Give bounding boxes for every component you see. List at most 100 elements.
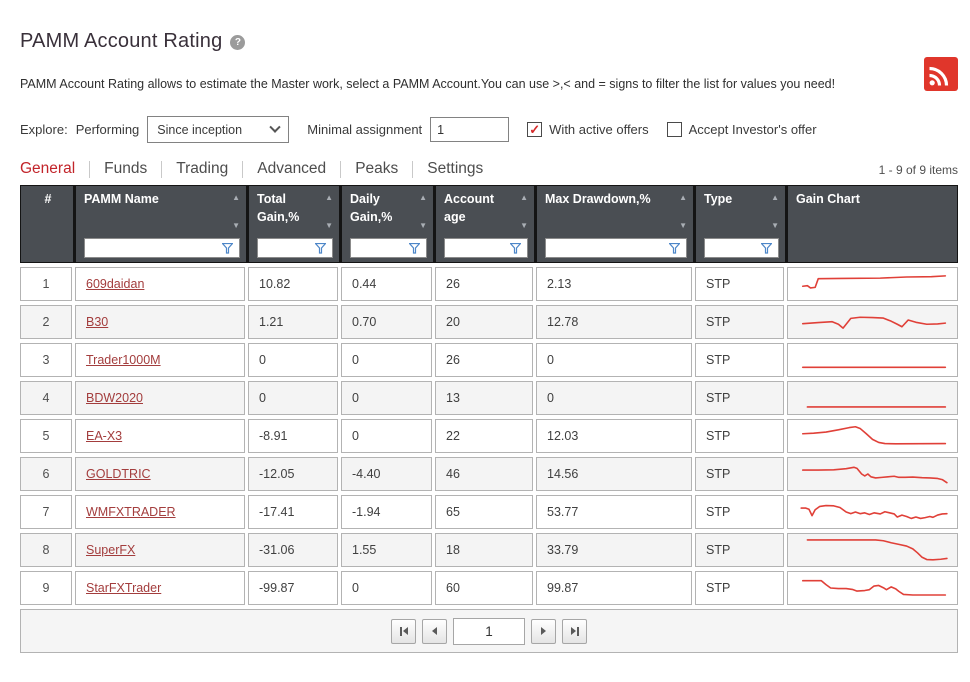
cell-name: 609daidan: [75, 267, 245, 301]
pager-next-button[interactable]: [531, 618, 556, 644]
column-header-chart: Gain Chart: [788, 186, 957, 262]
cell-age: 18: [435, 533, 533, 567]
sort-asc-icon[interactable]: ▲: [679, 193, 687, 202]
filter-funnel-icon[interactable]: [315, 242, 329, 254]
checkbox-accept-investors-offer[interactable]: Accept Investor's offer: [666, 122, 817, 137]
table-row: 1 609daidan 10.82 0.44 26 2.13 STP: [20, 267, 958, 301]
filter-funnel-icon[interactable]: [761, 242, 775, 254]
cell-num: 6: [20, 457, 72, 491]
column-header-drawdown[interactable]: Max Drawdown,% ▲ ▼: [537, 186, 693, 262]
pamm-account-link[interactable]: 609daidan: [86, 277, 145, 291]
cell-age: 22: [435, 419, 533, 453]
table-row: 3 Trader1000M 0 0 26 0 STP: [20, 343, 958, 377]
column-header-total_gain[interactable]: Total Gain,% ▲ ▼: [249, 186, 339, 262]
column-header-age[interactable]: Account age ▲ ▼: [436, 186, 534, 262]
cell-daily_gain: 0: [341, 571, 432, 605]
cell-chart: [787, 343, 958, 377]
sort-asc-icon[interactable]: ▲: [419, 193, 427, 202]
sort-desc-icon[interactable]: ▼: [520, 221, 528, 230]
checkbox-with-active-offers[interactable]: ✓ With active offers: [527, 122, 649, 137]
column-label: Daily Gain,%: [350, 192, 393, 224]
pamm-account-link[interactable]: Trader1000M: [86, 353, 161, 367]
checkbox-checked-icon[interactable]: ✓: [527, 122, 543, 137]
column-header-type[interactable]: Type ▲ ▼: [696, 186, 785, 262]
sort-asc-icon[interactable]: ▲: [771, 193, 779, 202]
checkbox-unchecked-icon[interactable]: [666, 122, 682, 137]
checkbox-label: With active offers: [549, 122, 649, 137]
tab-trading[interactable]: Trading: [176, 160, 229, 177]
pager-first-button[interactable]: [391, 618, 416, 644]
tabs-row: General Funds Trading Advanced Peaks Settings…: [20, 160, 958, 178]
sort-desc-icon[interactable]: ▼: [679, 221, 687, 230]
filter-funnel-icon[interactable]: [409, 242, 423, 254]
items-count: 1 - 9 of 9 items: [878, 163, 958, 177]
filter-input-name[interactable]: [85, 240, 222, 256]
help-icon[interactable]: ?: [230, 35, 246, 50]
pagination-bar: 1: [20, 609, 958, 653]
filter-input-daily_gain[interactable]: [351, 240, 409, 256]
checkbox-label: Accept Investor's offer: [688, 122, 817, 137]
sort-asc-icon[interactable]: ▲: [325, 193, 333, 202]
pager-page-number[interactable]: 1: [453, 617, 525, 645]
minimal-assignment-input[interactable]: [430, 117, 510, 142]
tab-separator: [242, 160, 244, 178]
filter-input-drawdown[interactable]: [546, 240, 669, 256]
tab-funds[interactable]: Funds: [104, 160, 148, 177]
next-page-icon: [541, 627, 546, 635]
sort-desc-icon[interactable]: ▼: [325, 221, 333, 230]
filter-input-age[interactable]: [445, 240, 510, 256]
cell-daily_gain: 1.55: [341, 533, 432, 567]
cell-drawdown: 0: [536, 343, 692, 377]
pamm-account-link[interactable]: EA-X3: [86, 429, 123, 443]
pamm-rating-page: PAMM Account Rating ? PAMM Account Ratin…: [0, 30, 970, 653]
filter-funnel-icon[interactable]: [669, 242, 683, 254]
cell-daily_gain: 0.44: [341, 267, 432, 301]
filter-funnel-icon[interactable]: [222, 242, 236, 254]
pamm-account-link[interactable]: StarFXTrader: [86, 581, 162, 595]
sort-desc-icon[interactable]: ▼: [232, 221, 240, 230]
period-select[interactable]: Since inception: [147, 116, 290, 143]
column-header-name[interactable]: PAMM Name ▲ ▼: [76, 186, 246, 262]
cell-type: STP: [695, 343, 784, 377]
rss-icon[interactable]: [924, 57, 958, 91]
cell-drawdown: 12.03: [536, 419, 692, 453]
column-label: Gain Chart: [796, 192, 860, 206]
cell-age: 46: [435, 457, 533, 491]
cell-age: 13: [435, 381, 533, 415]
cell-num: 5: [20, 419, 72, 453]
pager-last-button[interactable]: [562, 618, 587, 644]
cell-chart: [787, 267, 958, 301]
gain-sparkline: [795, 422, 950, 450]
cell-chart: [787, 305, 958, 339]
pamm-account-link[interactable]: SuperFX: [86, 543, 136, 557]
cell-num: 1: [20, 267, 72, 301]
sort-asc-icon[interactable]: ▲: [232, 193, 240, 202]
page-title: PAMM Account Rating: [20, 30, 223, 52]
pamm-account-link[interactable]: WMFXTRADER: [86, 505, 176, 519]
tab-advanced[interactable]: Advanced: [257, 160, 327, 177]
pager-prev-button[interactable]: [422, 618, 447, 644]
tab-peaks[interactable]: Peaks: [355, 160, 399, 177]
tab-separator: [89, 160, 91, 178]
filter-funnel-icon[interactable]: [510, 242, 524, 254]
filter-input-total_gain[interactable]: [258, 240, 315, 256]
grid-body: 1 609daidan 10.82 0.44 26 2.13 STP 2 B30 1.21 0.70…: [20, 267, 958, 605]
cell-num: 7: [20, 495, 72, 529]
sort-asc-icon[interactable]: ▲: [520, 193, 528, 202]
cell-chart: [787, 571, 958, 605]
cell-drawdown: 14.56: [536, 457, 692, 491]
tab-settings[interactable]: Settings: [427, 160, 484, 177]
cell-age: 65: [435, 495, 533, 529]
tab-general[interactable]: General: [20, 160, 76, 177]
sort-desc-icon[interactable]: ▼: [771, 221, 779, 230]
pamm-account-link[interactable]: BDW2020: [86, 391, 143, 405]
pamm-account-link[interactable]: B30: [86, 315, 109, 329]
sort-desc-icon[interactable]: ▼: [419, 221, 427, 230]
pamm-account-link[interactable]: GOLDTRIC: [86, 467, 151, 481]
cell-type: STP: [695, 381, 784, 415]
table-row: 7 WMFXTRADER -17.41 -1.94 65 53.77 STP: [20, 495, 958, 529]
column-header-daily_gain[interactable]: Daily Gain,% ▲ ▼: [342, 186, 433, 262]
filter-input-type[interactable]: [705, 240, 761, 256]
cell-total_gain: 1.21: [248, 305, 338, 339]
first-page-icon: [399, 626, 402, 636]
